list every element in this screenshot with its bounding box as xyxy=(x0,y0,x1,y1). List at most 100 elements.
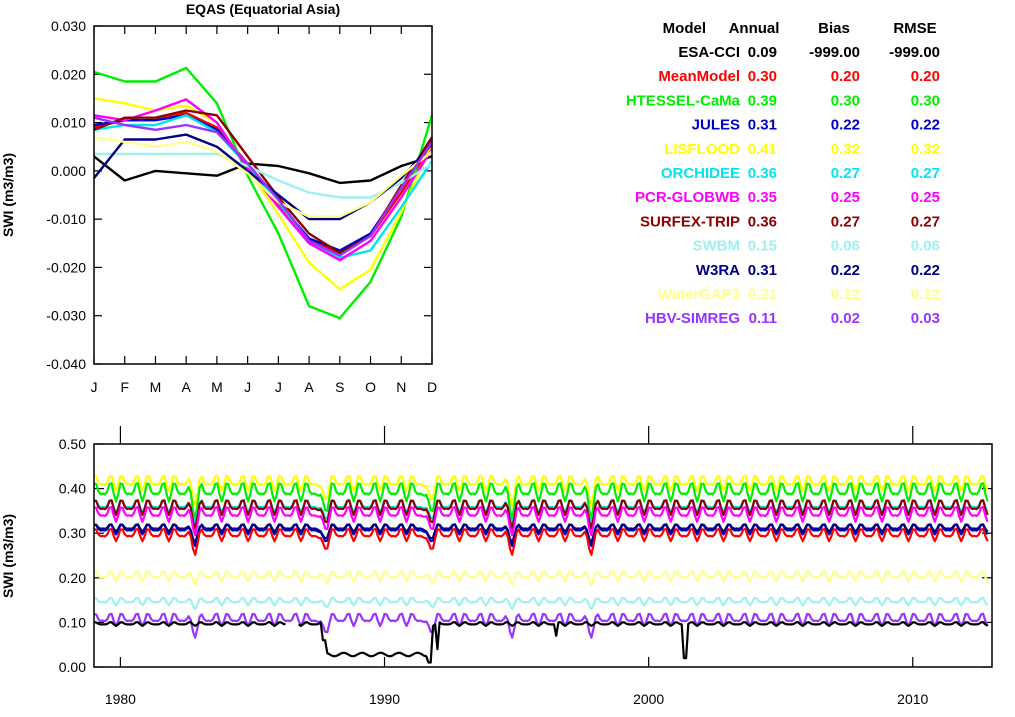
x-tick-label: N xyxy=(396,379,406,395)
table-cell-bias: 0.20 xyxy=(831,68,860,85)
series-line-watergap3 xyxy=(93,570,989,587)
table-cell-annual: 0.31 xyxy=(748,262,777,279)
table-cell-model: JULES xyxy=(692,117,740,134)
table-cell-model: WaterGAP3 xyxy=(658,286,740,303)
table-cell-annual: 0.36 xyxy=(748,165,777,182)
x-tick-label: F xyxy=(120,379,129,395)
table-row: SWBM 0.15 0.06 0.06 xyxy=(693,238,941,255)
bottom-chart-series xyxy=(93,474,989,664)
table-cell-model: HBV-SIMREG xyxy=(645,310,740,327)
table-row: LISFLOOD 0.41 0.32 0.32 xyxy=(664,141,940,158)
y-axis-title-top: SWI (m3/m3) xyxy=(0,153,16,237)
series-line-htessel-cama xyxy=(93,66,434,320)
table-cell-rmse: -999.00 xyxy=(889,44,940,61)
x-tick-label: 2000 xyxy=(633,691,664,707)
x-tick-label: A xyxy=(304,379,314,395)
y-tick-label: -0.040 xyxy=(46,356,86,372)
table-row: PCR-GLOBWB 0.35 0.25 0.25 xyxy=(635,189,940,206)
series-line-w3ra xyxy=(93,523,989,544)
table-header: Bias xyxy=(818,20,850,37)
x-tick-label: J xyxy=(91,379,98,395)
y-tick-label: -0.030 xyxy=(46,308,86,324)
table-cell-model: LISFLOOD xyxy=(664,141,740,158)
table-cell-bias: 0.02 xyxy=(831,310,860,327)
table-cell-bias: 0.32 xyxy=(831,141,860,158)
y-tick-label: 0.00 xyxy=(59,659,86,675)
y-tick-label: 0.40 xyxy=(59,481,86,497)
table-row: HBV-SIMREG 0.11 0.02 0.03 xyxy=(645,310,940,327)
table-cell-rmse: 0.27 xyxy=(911,165,940,182)
table-row: MeanModel 0.30 0.20 0.20 xyxy=(658,68,940,85)
bottom-chart-ticks: 0.00 0.10 0.20 0.30 0.40 0.50 1980 1990 2000 2010 xyxy=(59,426,992,707)
table-row: ORCHIDEE 0.36 0.27 0.27 xyxy=(661,165,940,182)
series-line-pcr-globwb xyxy=(93,506,989,537)
x-tick-label: D xyxy=(427,379,437,395)
series-line-hbv-simreg xyxy=(93,116,433,257)
table-cell-bias: 0.22 xyxy=(831,262,860,279)
table-row: WaterGAP3 0.21 0.12 0.12 xyxy=(658,286,940,303)
stats-table: Model Annual Bias RMSE ESA-CCI 0.09 -999.00 -99… xyxy=(626,20,940,327)
series-line-htessel-cama xyxy=(93,482,989,520)
table-row: HTESSEL-CaMa 0.39 0.30 0.30 xyxy=(626,92,940,109)
table-cell-rmse: 0.06 xyxy=(911,238,940,255)
series-line-swbm xyxy=(94,152,433,199)
y-tick-label: -0.020 xyxy=(46,259,86,275)
table-cell-bias: 0.22 xyxy=(831,117,860,134)
y-tick-label: 0.000 xyxy=(51,163,86,179)
table-cell-annual: 0.09 xyxy=(748,44,777,61)
table-cell-rmse: 0.25 xyxy=(911,189,940,206)
y-tick-label: 0.30 xyxy=(59,525,86,541)
table-cell-bias: 0.12 xyxy=(831,286,860,303)
table-cell-bias: 0.25 xyxy=(831,189,860,206)
table-cell-rmse: 0.30 xyxy=(911,92,940,109)
table-cell-model: ORCHIDEE xyxy=(661,165,740,182)
series-line-meanmodel xyxy=(93,528,989,556)
time-series-chart: SWI (m3/m3) 0.00 0.10 0.20 0.30 0.40 0.50 1980… xyxy=(0,426,993,707)
table-header: RMSE xyxy=(893,20,936,37)
series-line-hbv-simreg xyxy=(93,612,989,639)
table-cell-rmse: 0.27 xyxy=(911,213,940,230)
top-chart-series xyxy=(93,66,434,320)
x-tick-label: M xyxy=(150,379,162,395)
bottom-plot-frame xyxy=(93,443,993,668)
table-cell-annual: 0.11 xyxy=(749,310,777,327)
table-cell-annual: 0.36 xyxy=(748,213,777,230)
table-cell-model: HTESSEL-CaMa xyxy=(626,92,741,109)
series-line-lisflood xyxy=(93,474,989,507)
x-tick-label: S xyxy=(335,379,344,395)
table-header: Annual xyxy=(729,20,780,37)
table-cell-annual: 0.30 xyxy=(748,68,777,85)
top-plot-frame xyxy=(93,25,433,365)
table-cell-model: ESA-CCI xyxy=(678,44,740,61)
table-cell-bias: -999.00 xyxy=(809,44,860,61)
series-line-swbm xyxy=(93,596,989,611)
table-row: SURFEX-TRIP 0.36 0.27 0.27 xyxy=(640,213,940,230)
series-line-esa-cci xyxy=(93,155,433,185)
table-cell-model: SWBM xyxy=(693,238,741,255)
table-cell-model: W3RA xyxy=(696,262,740,279)
table-cell-bias: 0.30 xyxy=(831,92,860,109)
series-line-watergap3 xyxy=(93,135,433,218)
y-tick-label: -0.010 xyxy=(46,211,86,227)
table-cell-model: MeanModel xyxy=(658,68,740,85)
table-cell-rmse: 0.20 xyxy=(911,68,940,85)
y-tick-label: 0.50 xyxy=(59,436,86,452)
table-cell-bias: 0.27 xyxy=(831,213,860,230)
series-line-surfex-trip xyxy=(93,499,989,530)
table-cell-annual: 0.35 xyxy=(748,189,777,206)
y-tick-label: 0.010 xyxy=(51,115,86,131)
series-line-lisflood xyxy=(93,97,434,291)
table-cell-annual: 0.41 xyxy=(748,141,777,158)
table-cell-bias: 0.06 xyxy=(831,238,860,255)
x-tick-label: 1990 xyxy=(369,691,400,707)
table-row: JULES 0.31 0.22 0.22 xyxy=(692,117,940,134)
table-cell-annual: 0.21 xyxy=(748,286,777,303)
y-tick-label: 0.030 xyxy=(51,18,86,34)
x-tick-label: J xyxy=(275,379,282,395)
table-cell-rmse: 0.22 xyxy=(911,117,940,134)
table-cell-rmse: 0.22 xyxy=(911,262,940,279)
table-cell-model: PCR-GLOBWB xyxy=(635,189,740,206)
x-tick-label: O xyxy=(365,379,376,395)
x-tick-label: 1980 xyxy=(105,691,136,707)
